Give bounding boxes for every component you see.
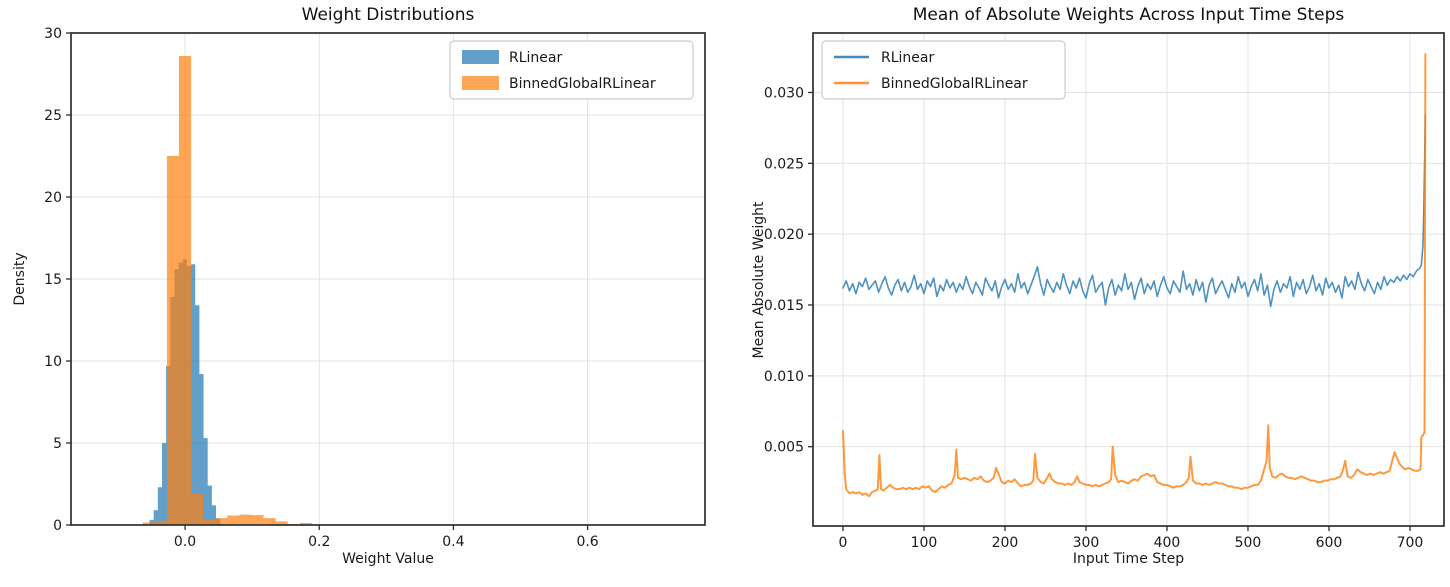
binnedglobalrlinear-histogram-series (142, 55, 324, 525)
x-tick-label: 0.6 (576, 534, 598, 550)
y-tick-label: 0.020 (764, 227, 804, 243)
right-chart-title: Mean of Absolute Weights Across Input Ti… (912, 5, 1345, 25)
y-tick-label: 0.005 (764, 440, 804, 456)
axes-spines (812, 32, 1445, 527)
x-tick-label: 0.0 (174, 534, 196, 550)
legend-box (821, 40, 1066, 100)
legend-label: RLinear (509, 50, 562, 66)
x-tick-label: 700 (1397, 535, 1424, 551)
x-tick-label: 400 (1154, 535, 1181, 551)
x-tick-label: 200 (992, 535, 1019, 551)
weight-distributions-series-group (142, 55, 324, 525)
y-tick-label: 5 (53, 436, 62, 452)
x-tick-label: 500 (1235, 535, 1262, 551)
legend-label: BinnedGlobalRLinear (881, 76, 1028, 92)
x-tick-label: 0 (839, 535, 848, 551)
y-tick-label: 10 (44, 354, 62, 370)
right-y-axis-label: Mean Absolute Weight (751, 201, 767, 359)
x-tick-label: 300 (1073, 535, 1100, 551)
legend-patch-rlinear (462, 50, 499, 64)
y-tick-label: 0.025 (764, 156, 804, 172)
mean-abs-weights-series-group (841, 53, 1427, 498)
binnedglobalrlinear-line-series (841, 53, 1427, 498)
legend-label: RLinear (881, 50, 934, 66)
legend-box (449, 40, 694, 100)
y-tick-label: 0 (53, 518, 62, 534)
x-tick-label: 0.2 (308, 534, 330, 550)
y-tick-label: 0.030 (764, 86, 804, 102)
x-tick-label: 0.4 (442, 534, 464, 550)
legend-label: BinnedGlobalRLinear (509, 76, 656, 92)
x-tick-label: 100 (911, 535, 938, 551)
x-tick-label: 600 (1316, 535, 1343, 551)
y-tick-label: 20 (44, 190, 62, 206)
left-chart-title: Weight Distributions (301, 5, 475, 25)
y-tick-label: 30 (44, 26, 62, 42)
left-x-axis-label: Weight Value (342, 551, 434, 567)
right-x-axis-label: Input Time Step (1072, 551, 1185, 567)
weight-distributions-plot-area: 0.0 0.2 0.4 0.6 0 5 10 15 20 25 30 RLinear BinnedGlo… (44, 26, 706, 550)
y-tick-label: 0.015 (764, 298, 804, 314)
mean-abs-weights-plot-area: 0 100 200 300 400 500 600 700 0.005 0.010 0.015 0.0… (764, 32, 1445, 551)
left-y-axis-label: Density (12, 252, 28, 306)
legend-patch-binnedglobalrlinear (462, 76, 499, 90)
y-tick-label: 25 (44, 108, 62, 124)
y-tick-label: 0.010 (764, 369, 804, 385)
y-tick-label: 15 (44, 272, 62, 288)
rlinear-line-series (842, 114, 1427, 308)
